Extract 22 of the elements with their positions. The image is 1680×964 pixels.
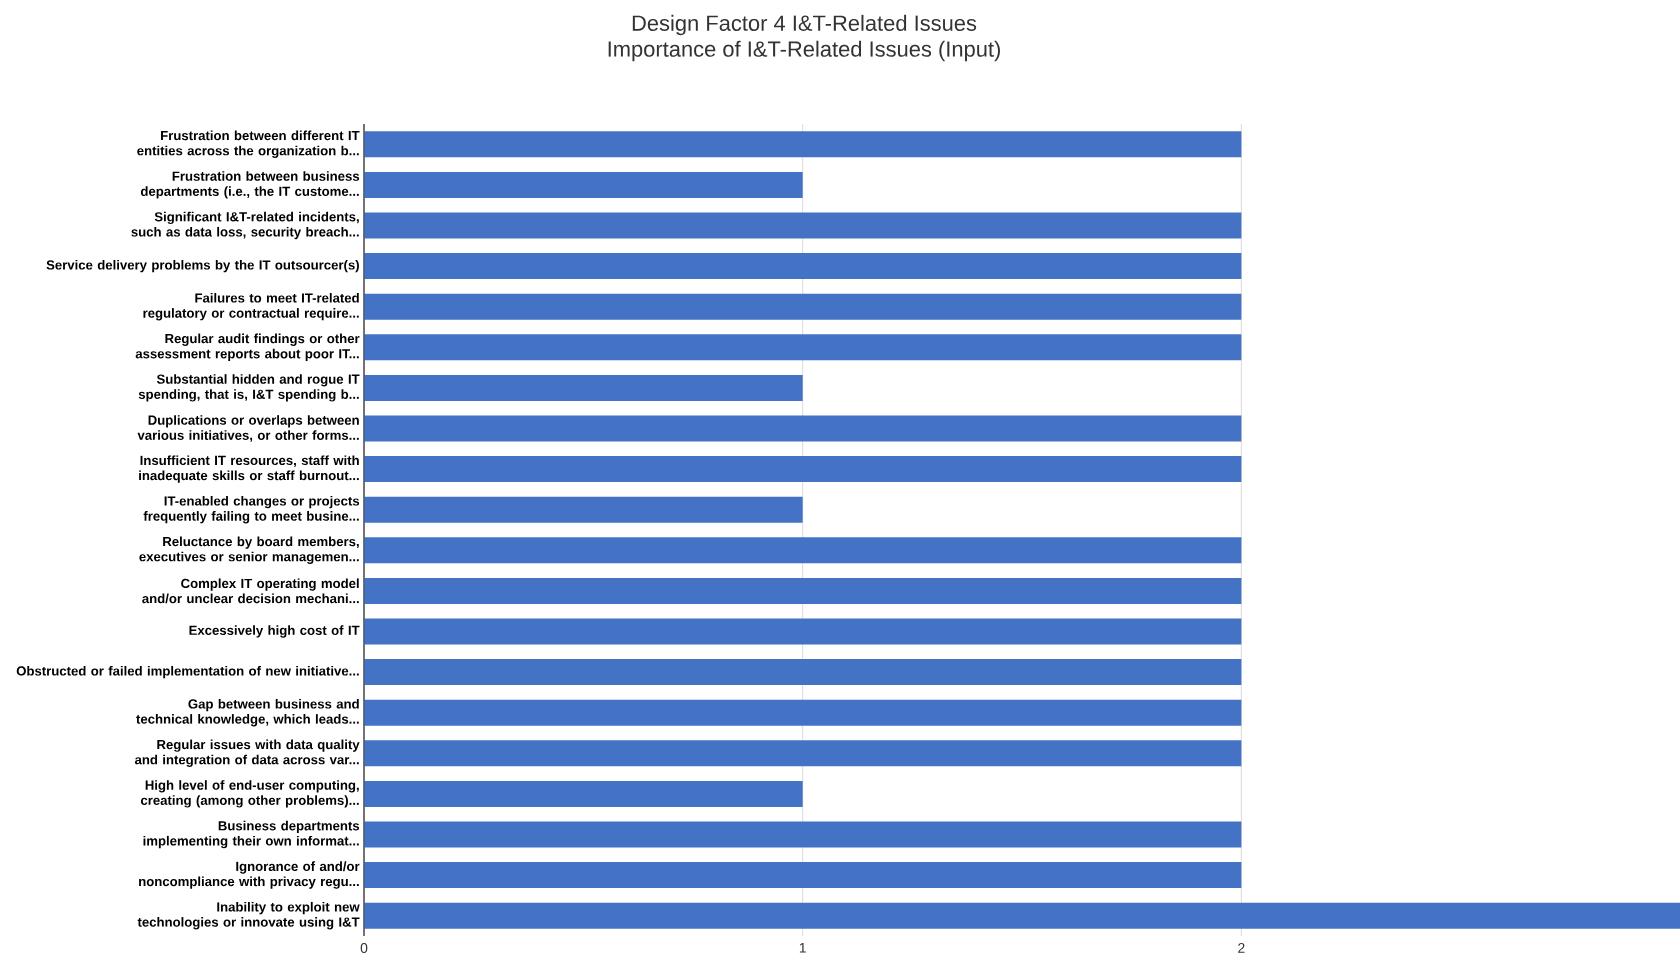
- bar: [364, 618, 1242, 645]
- bar: [364, 212, 1242, 239]
- bar: [364, 171, 803, 198]
- bar: [364, 293, 1242, 320]
- bar: [364, 780, 803, 807]
- bar: [364, 253, 1242, 280]
- bar: [364, 740, 1242, 767]
- bar: [364, 456, 1242, 483]
- bar: [364, 577, 1242, 604]
- bar: [364, 659, 1242, 686]
- bar: [364, 415, 1242, 442]
- chart-title: Design Factor 4 I&T-Related Issues: [632, 14, 977, 36]
- bar: [364, 862, 1242, 889]
- bar: [364, 374, 803, 401]
- bar: [364, 496, 803, 523]
- bar: [364, 821, 1242, 848]
- chart-subtitle: Importance of I&T-Related Issues (Input): [608, 40, 1000, 62]
- bar: [364, 537, 1242, 564]
- bar: [364, 902, 1680, 929]
- bar: [364, 131, 1242, 158]
- bar: [364, 334, 1242, 361]
- bar: [364, 699, 1242, 726]
